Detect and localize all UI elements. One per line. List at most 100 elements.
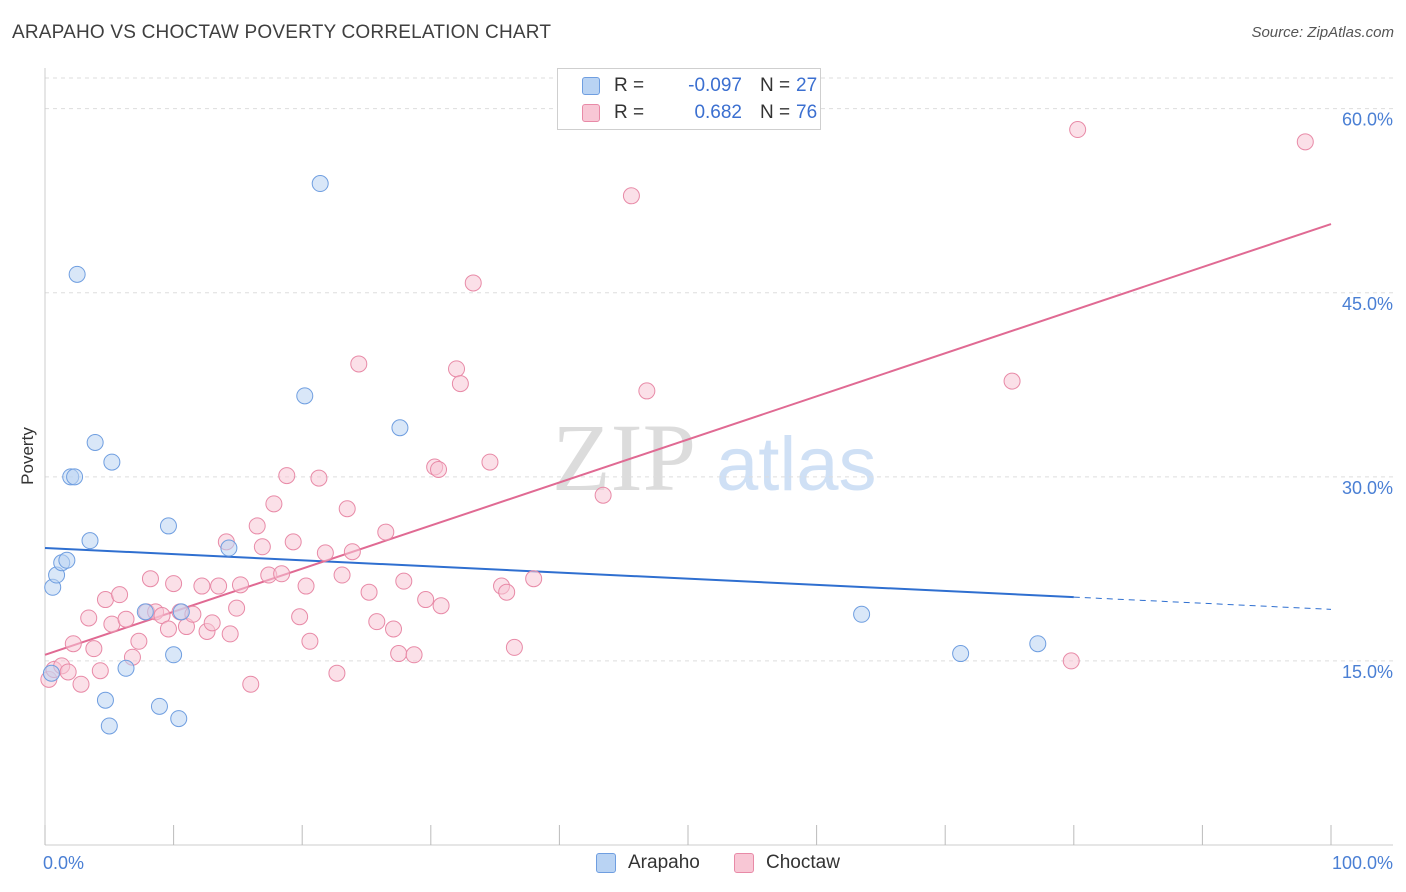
choctaw-swatch [582, 104, 600, 122]
choctaw-point [1296, 133, 1314, 151]
y-tick-label: 15.0% [1342, 662, 1393, 682]
choctaw-point [417, 591, 435, 609]
arapaho-trend-line [44, 547, 1074, 599]
choctaw-point [130, 632, 148, 650]
choctaw-point [622, 187, 640, 205]
arapaho-point [68, 265, 86, 283]
r-value: -0.097 [688, 75, 742, 96]
choctaw-point [390, 645, 408, 663]
arapaho-point [66, 468, 84, 486]
choctaw-point [638, 382, 656, 400]
arapaho-point [952, 645, 970, 663]
choctaw-point [343, 543, 361, 561]
choctaw-point [159, 620, 177, 638]
n-label: N = [760, 102, 791, 123]
y-axis-label: Poverty [18, 427, 37, 485]
trend-lines [44, 223, 1332, 656]
choctaw-point [395, 572, 413, 590]
choctaw-point [310, 469, 328, 487]
choctaw-point [505, 638, 523, 656]
grid-lines [45, 77, 1393, 662]
arapaho-point [86, 433, 104, 451]
arapaho-point [103, 453, 121, 471]
series-arapaho [42, 175, 1047, 735]
choctaw-point [111, 586, 129, 604]
choctaw-point [1003, 372, 1021, 390]
choctaw-point [448, 360, 466, 378]
arapaho-point [117, 659, 135, 677]
choctaw-point [273, 565, 291, 583]
series-choctaw [40, 121, 1314, 693]
choctaw-point [1062, 652, 1080, 670]
data-points [40, 121, 1314, 735]
choctaw-point [165, 575, 183, 593]
choctaw-point [103, 615, 121, 633]
arapaho-point [136, 603, 154, 621]
choctaw-point [221, 625, 239, 643]
choctaw-point [297, 577, 315, 595]
choctaw-trend-line [44, 223, 1332, 656]
choctaw-point [333, 566, 351, 584]
choctaw-point [80, 609, 98, 627]
arapaho-point [159, 517, 177, 535]
y-tick-label: 45.0% [1342, 294, 1393, 314]
choctaw-point [525, 570, 543, 588]
choctaw-point [265, 495, 283, 513]
watermark-zip: ZIP [552, 404, 696, 511]
choctaw-point [338, 500, 356, 518]
choctaw-point [59, 663, 77, 681]
arapaho-point [1029, 635, 1047, 653]
arapaho-point [220, 539, 238, 557]
choctaw-point [248, 517, 266, 535]
choctaw-point [96, 591, 114, 609]
watermark: ZIP atlas [552, 404, 877, 511]
arapaho-point [42, 664, 60, 682]
choctaw-point [1069, 121, 1087, 139]
tick-labels: 15.0% 30.0% 45.0% 60.0% 0.0% 100.0% [43, 110, 1393, 873]
choctaw-point [350, 355, 368, 373]
choctaw-point [242, 675, 260, 693]
choctaw-point [141, 570, 159, 588]
choctaw-point [430, 460, 448, 478]
choctaw-point [301, 632, 319, 650]
arapaho-trend-extension [1073, 596, 1332, 610]
choctaw-point [377, 523, 395, 541]
choctaw-point [316, 544, 334, 562]
y-tick-label: 60.0% [1342, 110, 1393, 130]
choctaw-point [203, 614, 221, 632]
arapaho-point [853, 605, 871, 623]
arapaho-point [81, 532, 99, 550]
choctaw-point [481, 453, 499, 471]
choctaw-point [193, 577, 211, 595]
arapaho-point [391, 419, 409, 437]
arapaho-point [100, 717, 118, 735]
choctaw-point [498, 583, 516, 601]
axes [44, 68, 1393, 846]
choctaw-point [328, 664, 346, 682]
choctaw-point [85, 640, 103, 658]
watermark-atlas: atlas [716, 422, 877, 507]
choctaw-point [451, 375, 469, 393]
x-tick-label-min: 0.0% [43, 853, 84, 873]
choctaw-point [291, 608, 309, 626]
choctaw-legend-swatch [734, 853, 754, 873]
choctaw-point [278, 467, 296, 485]
stats-legend: R = -0.097 N = 27 R = 0.682 N = 76 [557, 68, 821, 130]
choctaw-point [210, 577, 228, 595]
chart-title: ARAPAHO VS CHOCTAW POVERTY CORRELATION C… [12, 22, 552, 43]
n-label: N = [760, 75, 791, 96]
choctaw-point [117, 610, 135, 628]
choctaw-point [64, 635, 82, 653]
choctaw-point [284, 533, 302, 551]
choctaw-point [594, 486, 612, 504]
arapaho-swatch [582, 77, 600, 95]
r-value: 0.682 [694, 102, 742, 123]
arapaho-point [165, 646, 183, 664]
choctaw-point [231, 576, 249, 594]
choctaw-point [360, 583, 378, 601]
choctaw-point [91, 662, 109, 680]
choctaw-point [385, 620, 403, 638]
source-note: Source: ZipAtlas.com [1251, 24, 1394, 41]
choctaw-point [464, 274, 482, 292]
